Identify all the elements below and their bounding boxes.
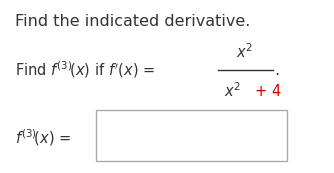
Text: $x^2$: $x^2$ [236,43,253,61]
Text: Find the indicated derivative.: Find the indicated derivative. [15,14,250,29]
Text: $x^2$: $x^2$ [224,81,241,100]
Text: $f^{(3)}\!(x)$ =: $f^{(3)}\!(x)$ = [15,127,71,148]
Text: $+\ 4$: $+\ 4$ [254,83,281,99]
FancyBboxPatch shape [96,110,287,161]
Text: Find $f^{(3)}\!(x)$ if $f'(x)$ =: Find $f^{(3)}\!(x)$ if $f'(x)$ = [15,59,155,80]
Text: .: . [275,63,280,78]
